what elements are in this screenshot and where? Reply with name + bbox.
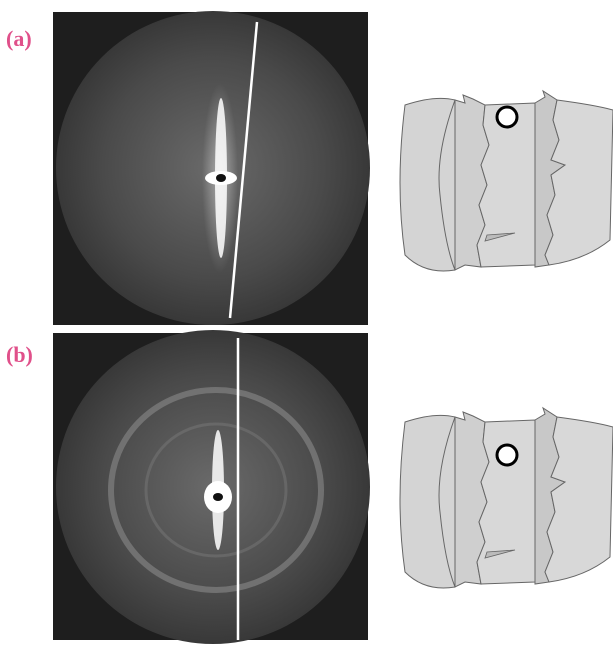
panel-label: (b)	[6, 342, 33, 367]
diffraction-image-b	[53, 330, 370, 644]
fiber-sketch-a	[400, 91, 613, 271]
diffraction-image-a	[53, 11, 370, 325]
figure: (a) (b)	[0, 0, 613, 647]
fiber-sketch-b	[400, 408, 613, 588]
panel-label: (a)	[6, 26, 32, 51]
